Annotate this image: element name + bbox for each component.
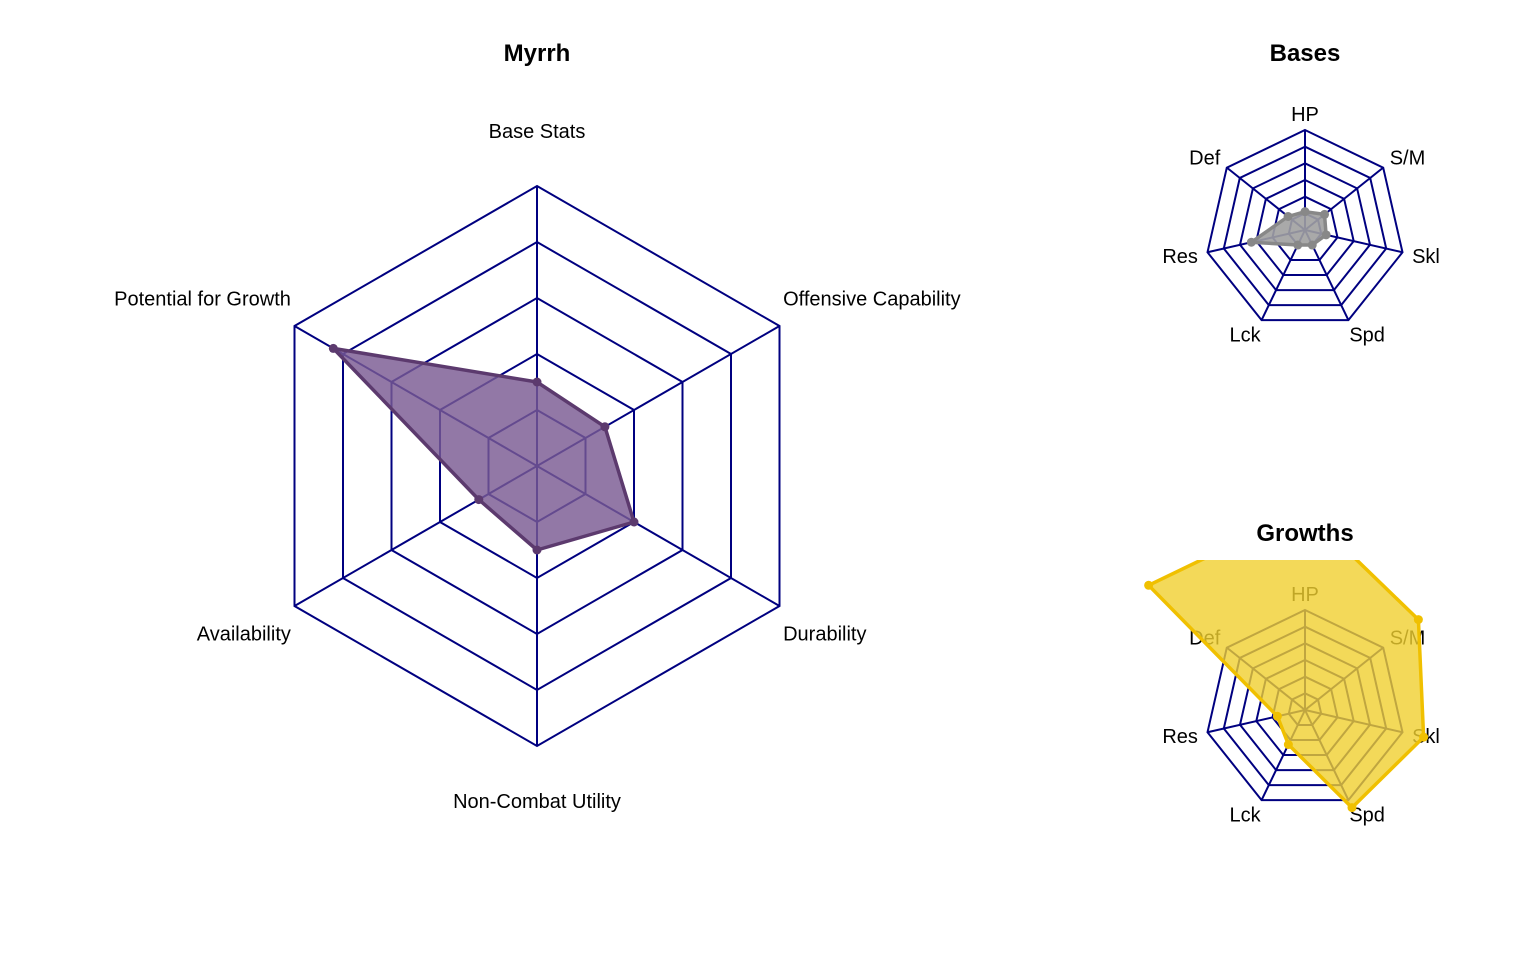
series-0 xyxy=(1246,207,1331,250)
data-point-hp xyxy=(1300,207,1310,217)
series-area xyxy=(331,346,636,552)
grid-ring xyxy=(1255,178,1355,276)
axis-label-non-combat-utility: Non-Combat Utility xyxy=(453,791,621,813)
data-point-hp xyxy=(1301,506,1310,515)
series-0 xyxy=(1144,506,1429,813)
bases-radar-chart: Bases HP S/M Skl Spd Lck Res Def xyxy=(1162,40,1440,347)
data-point-lck xyxy=(1293,240,1303,250)
data-point-res xyxy=(1246,237,1256,247)
chart-title: Bases xyxy=(1270,40,1341,67)
axis-label-spd: Spd xyxy=(1349,325,1385,347)
chart-title: Myrrh xyxy=(504,40,571,67)
data-point-skl xyxy=(1321,230,1331,240)
axis-label-res: Res xyxy=(1162,726,1198,748)
series-0 xyxy=(328,343,639,555)
axis-label-def: Def xyxy=(1189,148,1221,170)
data-point-non-combat-utility xyxy=(532,545,542,555)
data-point-skl xyxy=(1419,732,1429,742)
data-point-spd xyxy=(1347,803,1357,813)
data-point-lck xyxy=(1283,740,1293,750)
series-area xyxy=(1146,560,1426,810)
data-point-def xyxy=(1283,211,1293,221)
data-point-potential-for-growth xyxy=(328,343,338,353)
grid-ring xyxy=(1222,145,1388,307)
data-point-spd xyxy=(1307,240,1317,250)
data-point-availability xyxy=(474,495,484,505)
data-point-res xyxy=(1272,711,1282,721)
data-point-s-m xyxy=(1320,209,1330,219)
axis-label-skl: Skl xyxy=(1412,246,1440,268)
grid-ring xyxy=(1206,128,1404,322)
data-point-offensive-capability xyxy=(600,422,610,432)
grid-ring xyxy=(1238,162,1372,292)
myrrh-radar-chart: Myrrh Base Stats Offensive Capability Durab… xyxy=(114,40,960,813)
axis-label-base-stats: Base Stats xyxy=(489,121,586,143)
data-point-durability xyxy=(629,517,639,527)
data-point-base-stats xyxy=(532,377,542,387)
axis-label-spd: Spd xyxy=(1349,805,1385,827)
axis-label-durability: Durability xyxy=(783,624,866,646)
axis-label-res: Res xyxy=(1162,246,1198,268)
axis-label-s-m: S/M xyxy=(1390,148,1426,170)
chart-title: Growths xyxy=(1256,520,1353,547)
axis-label-availability: Availability xyxy=(197,624,291,646)
axis-label-lck: Lck xyxy=(1230,325,1262,347)
axis-label-offensive-capability: Offensive Capability xyxy=(783,289,961,311)
axis-label-lck: Lck xyxy=(1230,805,1262,827)
axis-label-hp: HP xyxy=(1291,104,1319,126)
grid-ring xyxy=(1271,195,1339,261)
data-point-s-m xyxy=(1413,615,1423,625)
data-point-def xyxy=(1144,580,1154,590)
axis-label-potential-for-growth: Potential for Growth xyxy=(114,289,291,311)
